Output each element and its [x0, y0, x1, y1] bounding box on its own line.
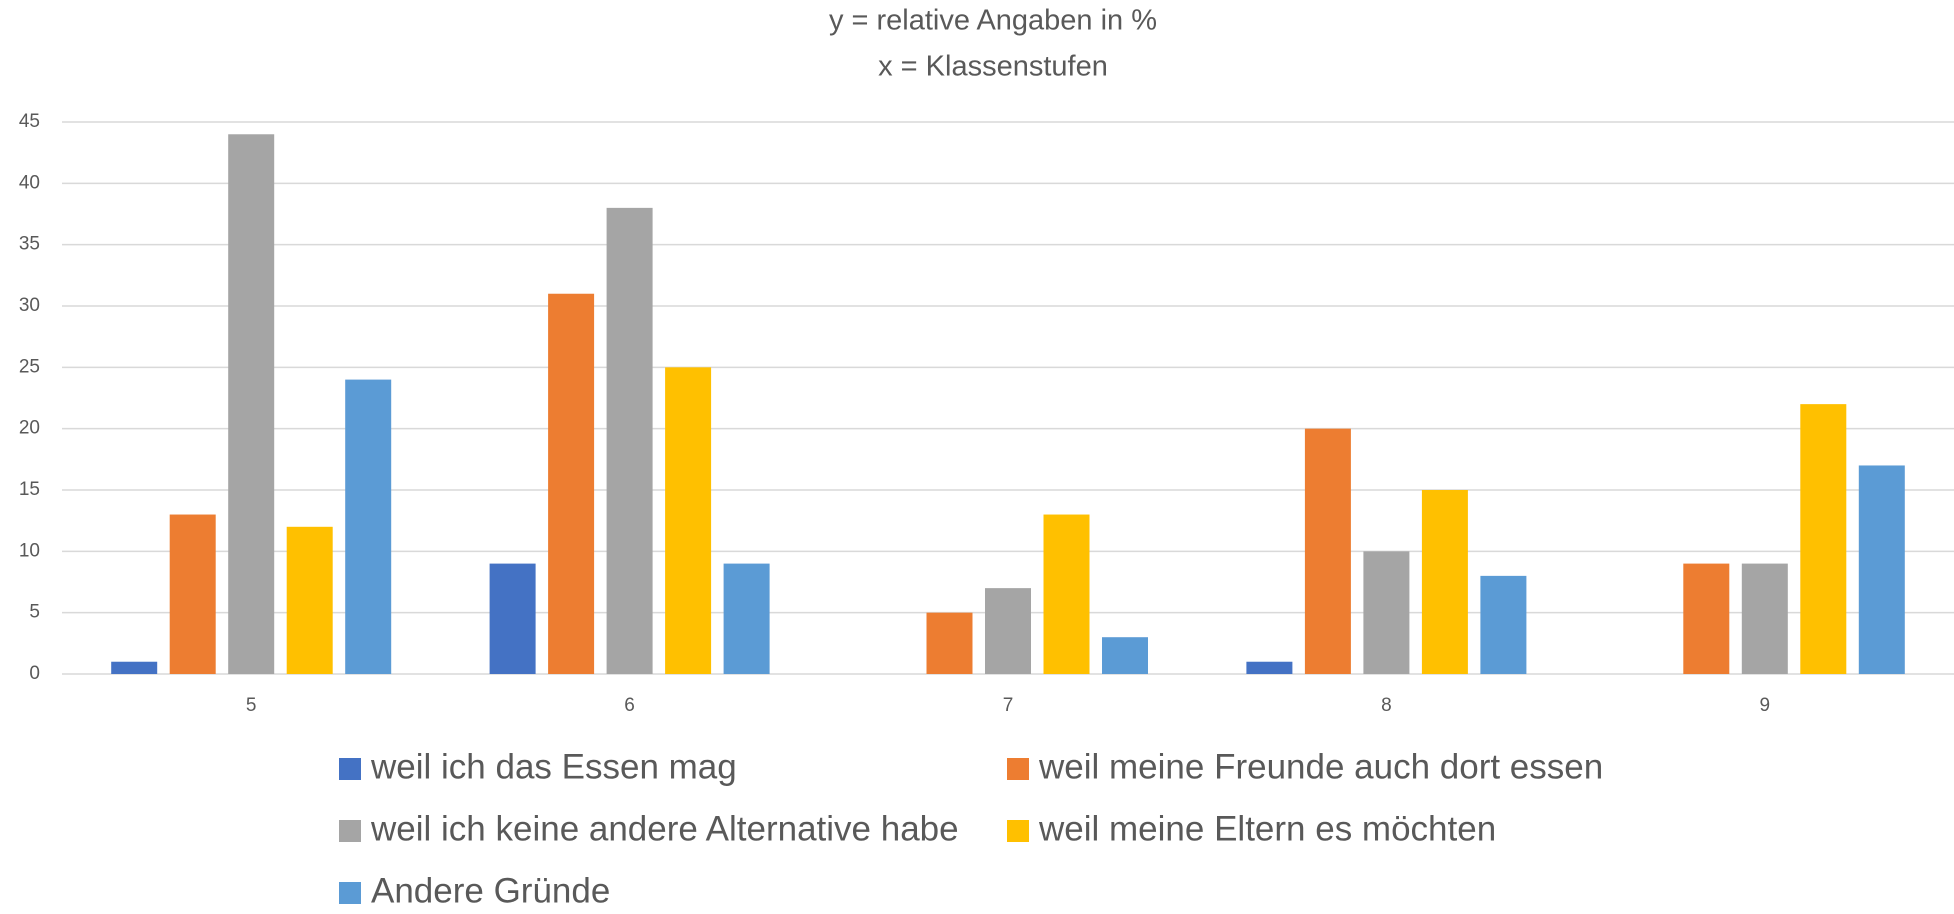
y-tick-label: 5: [29, 602, 40, 623]
bar: [665, 367, 712, 674]
y-tick-label: 10: [19, 540, 40, 561]
bar: [1246, 661, 1293, 674]
legend-label: weil meine Eltern es möchten: [1038, 809, 1496, 848]
legend-label: Andere Gründe: [371, 871, 610, 910]
y-tick-label: 15: [19, 479, 40, 500]
y-tick-label: 20: [19, 418, 40, 439]
x-tick-label: 6: [624, 695, 635, 716]
bar: [111, 661, 158, 674]
bar: [606, 207, 653, 674]
y-tick-label: 45: [19, 111, 40, 132]
bar: [286, 526, 333, 674]
x-tick-label: 9: [1760, 695, 1771, 716]
bar: [1741, 563, 1788, 674]
bar: [1683, 563, 1730, 674]
bar: [548, 293, 595, 674]
bar: [1363, 551, 1410, 674]
bar: [1102, 637, 1148, 674]
bar: [926, 612, 973, 674]
legend-swatch: [1007, 820, 1029, 842]
chart-subtitle: x = Klassenstufen: [878, 51, 1108, 83]
y-tick-label: 25: [19, 356, 40, 377]
bar: [723, 563, 770, 674]
legend-swatch: [339, 882, 361, 904]
legend-label: weil ich keine andere Alternative habe: [370, 809, 959, 848]
bar: [985, 588, 1031, 674]
bar: [169, 514, 216, 674]
x-tick-label: 8: [1381, 695, 1392, 716]
legend-swatch: [339, 758, 361, 780]
bar: [489, 563, 536, 674]
legend-swatch: [1007, 758, 1029, 780]
bar: [228, 134, 275, 674]
x-tick-label: 5: [246, 695, 257, 716]
bar: [345, 379, 392, 674]
y-tick-label: 40: [19, 172, 40, 193]
x-tick-label: 7: [1003, 695, 1014, 716]
chart-title: y = relative Angaben in %: [829, 5, 1157, 37]
y-tick-label: 35: [19, 234, 40, 255]
bar: [1800, 404, 1847, 674]
y-tick-label: 30: [19, 295, 40, 316]
legend-label: weil meine Freunde auch dort essen: [1038, 747, 1603, 786]
bar: [1421, 490, 1468, 674]
legend-swatch: [339, 820, 361, 842]
bar: [1304, 428, 1351, 674]
bar: [1858, 465, 1905, 674]
legend-label: weil ich das Essen mag: [370, 747, 737, 786]
bar: [1480, 575, 1527, 674]
bar: [1043, 514, 1090, 674]
y-tick-label: 0: [29, 663, 40, 684]
